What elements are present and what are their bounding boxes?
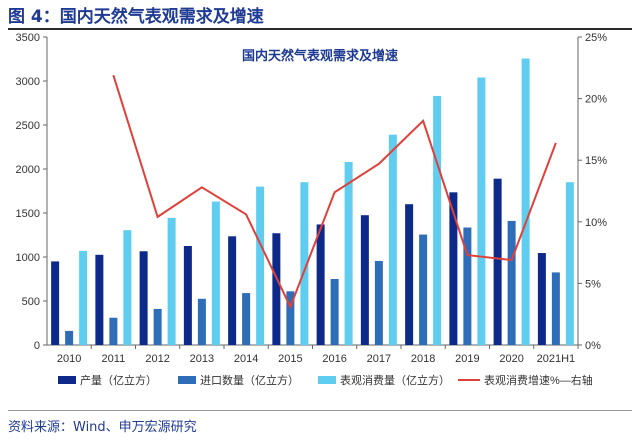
left-tick-label: 1500 <box>16 208 40 220</box>
bar-3 <box>388 134 397 345</box>
x-tick-label: 2013 <box>190 353 214 365</box>
right-tick-label: 20% <box>585 94 607 106</box>
bar-1 <box>183 246 192 345</box>
bar-1 <box>139 251 148 345</box>
source-divider <box>8 410 632 411</box>
bar-1 <box>493 178 502 345</box>
chart: 0 500 1000 1500 2000 2500 3000 3500 0% 5% 10% 15% 20… <box>16 32 608 387</box>
left-tick-label: 0 <box>34 340 40 352</box>
bar-2 <box>463 227 472 345</box>
bar-3 <box>565 182 574 345</box>
legend-swatch <box>178 376 196 384</box>
left-tick-label: 3000 <box>16 76 40 88</box>
bar-3 <box>300 182 309 345</box>
x-tick-label: 2021H1 <box>537 353 576 365</box>
bar-3 <box>167 217 176 345</box>
figure-title: 图 4：国内天然气表观需求及增速 <box>8 7 264 27</box>
right-tick-label: 0% <box>585 340 601 352</box>
bar-3 <box>256 186 265 345</box>
left-tick-label: 3500 <box>16 32 40 44</box>
legend-swatch <box>58 376 76 384</box>
right-tick-label: 15% <box>585 155 607 167</box>
bar-3 <box>79 250 88 345</box>
bar-1 <box>51 261 60 345</box>
bar-1 <box>95 254 104 345</box>
bar-3 <box>521 58 530 346</box>
bar-2 <box>374 260 383 345</box>
right-tick-label: 5% <box>585 278 601 290</box>
legend-label: 进口数量（亿立方） <box>200 373 299 387</box>
bar-2 <box>153 308 162 345</box>
legend-label: 产量（亿立方） <box>80 373 157 387</box>
bar-1 <box>272 233 281 345</box>
growth-line <box>112 74 557 310</box>
right-tick-label: 10% <box>585 217 607 229</box>
left-tick-label: 500 <box>22 296 40 308</box>
x-tick-label: 2017 <box>367 353 391 365</box>
bar-3 <box>477 77 486 345</box>
bar-1 <box>405 204 414 345</box>
title-divider <box>8 28 632 30</box>
bar-2 <box>551 272 560 345</box>
source-note: 资料来源：Wind、申万宏源研究 <box>8 420 197 435</box>
x-tick-label: 2011 <box>102 353 126 365</box>
bar-3 <box>344 161 353 345</box>
bar-2 <box>242 293 251 345</box>
bar-2 <box>197 298 206 345</box>
x-tick-label: 2015 <box>278 353 302 365</box>
right-tick-label: 25% <box>585 32 607 44</box>
bar-1 <box>449 192 458 345</box>
bar-3 <box>123 230 132 345</box>
left-tick-label: 2000 <box>16 164 40 176</box>
bar-3 <box>211 201 220 345</box>
bar-1 <box>316 224 325 345</box>
x-tick-label: 2020 <box>499 353 523 365</box>
x-tick-label: 2016 <box>322 353 346 365</box>
chart-title: 国内天然气表观需求及增速 <box>242 48 398 63</box>
bar-2 <box>286 291 295 345</box>
bar-2 <box>507 220 516 345</box>
left-tick-label: 2500 <box>16 120 40 132</box>
legend-label: 表观消费增速%—右轴 <box>484 373 593 387</box>
x-tick-label: 2014 <box>234 353 258 365</box>
left-tick-label: 1000 <box>16 252 40 264</box>
bar-1 <box>537 253 546 345</box>
bar-2 <box>109 317 118 345</box>
x-tick-label: 2010 <box>57 353 81 365</box>
x-tick-label: 2018 <box>411 353 435 365</box>
x-tick-label: 2019 <box>455 353 479 365</box>
legend-label: 表观消费量（亿立方） <box>340 373 450 387</box>
bar-2 <box>65 330 74 345</box>
bar-1 <box>228 236 237 345</box>
x-tick-label: 2012 <box>145 353 169 365</box>
bar-1 <box>360 215 369 345</box>
bar-2 <box>330 279 339 345</box>
legend-swatch <box>318 376 336 384</box>
bar-3 <box>433 95 442 346</box>
bar-2 <box>419 234 428 345</box>
